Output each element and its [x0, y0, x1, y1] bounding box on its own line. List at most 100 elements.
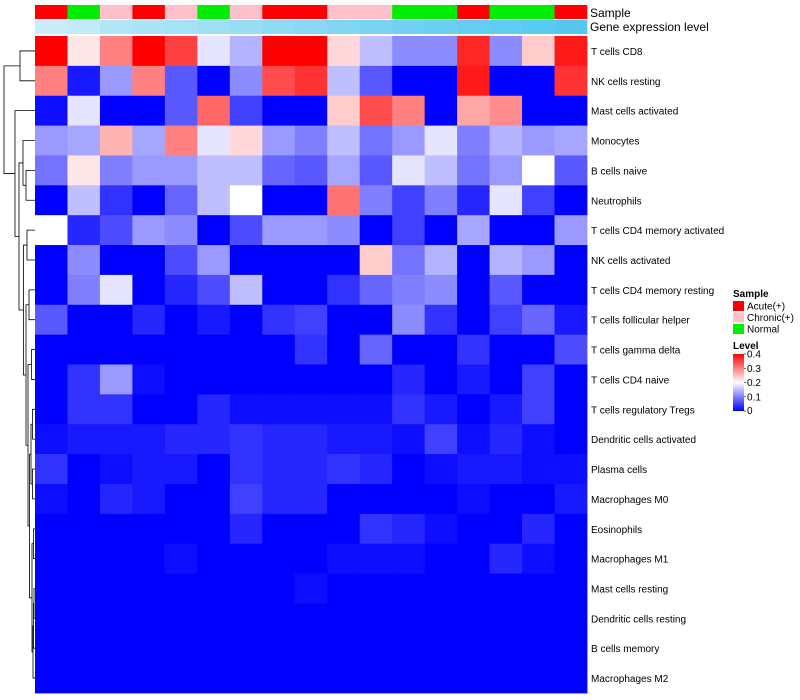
heatmap-cell — [359, 215, 393, 246]
heatmap-cell — [197, 663, 231, 694]
heatmap-cell — [197, 424, 231, 455]
heatmap-cell — [229, 215, 263, 246]
dendrogram-link — [25, 304, 29, 446]
heatmap-cell — [132, 36, 166, 67]
heatmap-cell — [197, 394, 231, 425]
heatmap-cell — [489, 603, 523, 634]
row-label: Dendritic cells resting — [591, 614, 686, 625]
legend-sample-label: Normal — [747, 325, 779, 336]
gene-expression-cell — [327, 20, 361, 34]
heatmap-cell — [99, 36, 133, 67]
row-label: T cells CD4 memory activated — [591, 226, 724, 237]
heatmap-cell — [294, 454, 328, 485]
heatmap-cell — [262, 334, 296, 365]
heatmap-cell — [522, 334, 555, 365]
heatmap-cell — [359, 513, 393, 545]
heatmap-cell — [522, 424, 555, 455]
heatmap-cell — [554, 65, 588, 97]
heatmap-cell — [424, 215, 458, 246]
heatmap-cell — [457, 663, 490, 694]
heatmap-cell — [489, 304, 523, 336]
heatmap-cell — [522, 364, 555, 395]
heatmap-cell — [35, 633, 68, 664]
heatmap-cell — [554, 364, 588, 395]
heatmap-cell — [522, 573, 555, 604]
row-label: Macrophages M0 — [591, 495, 669, 506]
heatmap-cell — [554, 155, 588, 186]
heatmap-cell — [554, 483, 588, 515]
heatmap-cell — [99, 155, 133, 186]
heatmap-cell — [294, 483, 328, 515]
heatmap-cell — [489, 633, 523, 664]
heatmap-cell — [164, 513, 198, 545]
row-label: NK cells activated — [591, 256, 670, 267]
heatmap-cell — [132, 663, 166, 694]
heatmap-cell — [132, 603, 166, 634]
gene-expression-cell — [554, 20, 588, 34]
legend-sample-swatch — [733, 324, 744, 334]
legend-sample-label: Chronic(+) — [747, 313, 794, 324]
heatmap-cell — [229, 424, 263, 455]
heatmap-cell — [359, 65, 393, 97]
heatmap-cell — [35, 155, 68, 186]
heatmap-cell — [359, 483, 393, 515]
heatmap-cell — [554, 513, 588, 545]
dendrogram-link — [22, 140, 35, 186]
heatmap-cell — [164, 95, 198, 126]
dendrogram-link — [32, 468, 35, 500]
heatmap-cell — [489, 334, 523, 365]
heatmap-cell — [262, 125, 296, 156]
heatmap-cell — [522, 185, 555, 216]
heatmap-cell — [197, 573, 231, 604]
heatmap-cell — [99, 633, 133, 664]
heatmap-cell — [392, 125, 426, 156]
row-label: B cells memory — [591, 644, 659, 655]
heatmap-cell — [35, 274, 68, 306]
heatmap-cell — [229, 274, 263, 306]
heatmap-cell — [392, 663, 426, 694]
heatmap-cell — [554, 215, 588, 246]
heatmap-cell — [67, 65, 101, 97]
gene-expression-cell — [229, 20, 263, 34]
heatmap-cell — [229, 125, 263, 156]
heatmap-cell — [262, 65, 296, 97]
heatmap-cell — [392, 95, 426, 126]
dendrogram-link — [33, 588, 35, 619]
heatmap-cell — [132, 633, 166, 664]
legend-sample-swatch — [733, 301, 744, 311]
heatmap-cell — [229, 304, 263, 336]
sample-annotation-cell — [457, 5, 490, 19]
sample-annotation-cell — [554, 5, 588, 19]
heatmap-cell — [359, 454, 393, 485]
heatmap-cell — [262, 633, 296, 664]
sample-annotation-cell — [99, 5, 133, 19]
heatmap-cell — [164, 543, 198, 574]
heatmap-cell — [99, 394, 133, 425]
heatmap-cell — [424, 95, 458, 126]
sample-annotation-cell — [67, 5, 101, 19]
heatmap-cell — [262, 245, 296, 276]
dendrogram-link — [32, 408, 35, 440]
heatmap-cell — [164, 633, 198, 664]
heatmap-cell — [489, 274, 523, 306]
heatmap-cell — [457, 95, 490, 126]
heatmap-cell — [164, 155, 198, 186]
heatmap-cell — [35, 125, 68, 156]
heatmap-cell — [392, 454, 426, 485]
heatmap-cell — [327, 513, 361, 545]
heatmap-cell — [67, 394, 101, 425]
heatmap-cell — [327, 36, 361, 67]
heatmap-cell — [132, 274, 166, 306]
heatmap-cell — [424, 304, 458, 336]
heatmap-cell — [294, 513, 328, 545]
heatmap-cell — [164, 394, 198, 425]
heatmap-cell — [359, 573, 393, 604]
heatmap-cell — [554, 95, 588, 126]
heatmap-cell — [229, 633, 263, 664]
heatmap-cell — [392, 483, 426, 515]
gene-expression-cell — [359, 20, 393, 34]
heatmap-cell — [522, 483, 555, 515]
dendrogram-link — [33, 528, 35, 560]
heatmap-cell — [522, 36, 555, 67]
